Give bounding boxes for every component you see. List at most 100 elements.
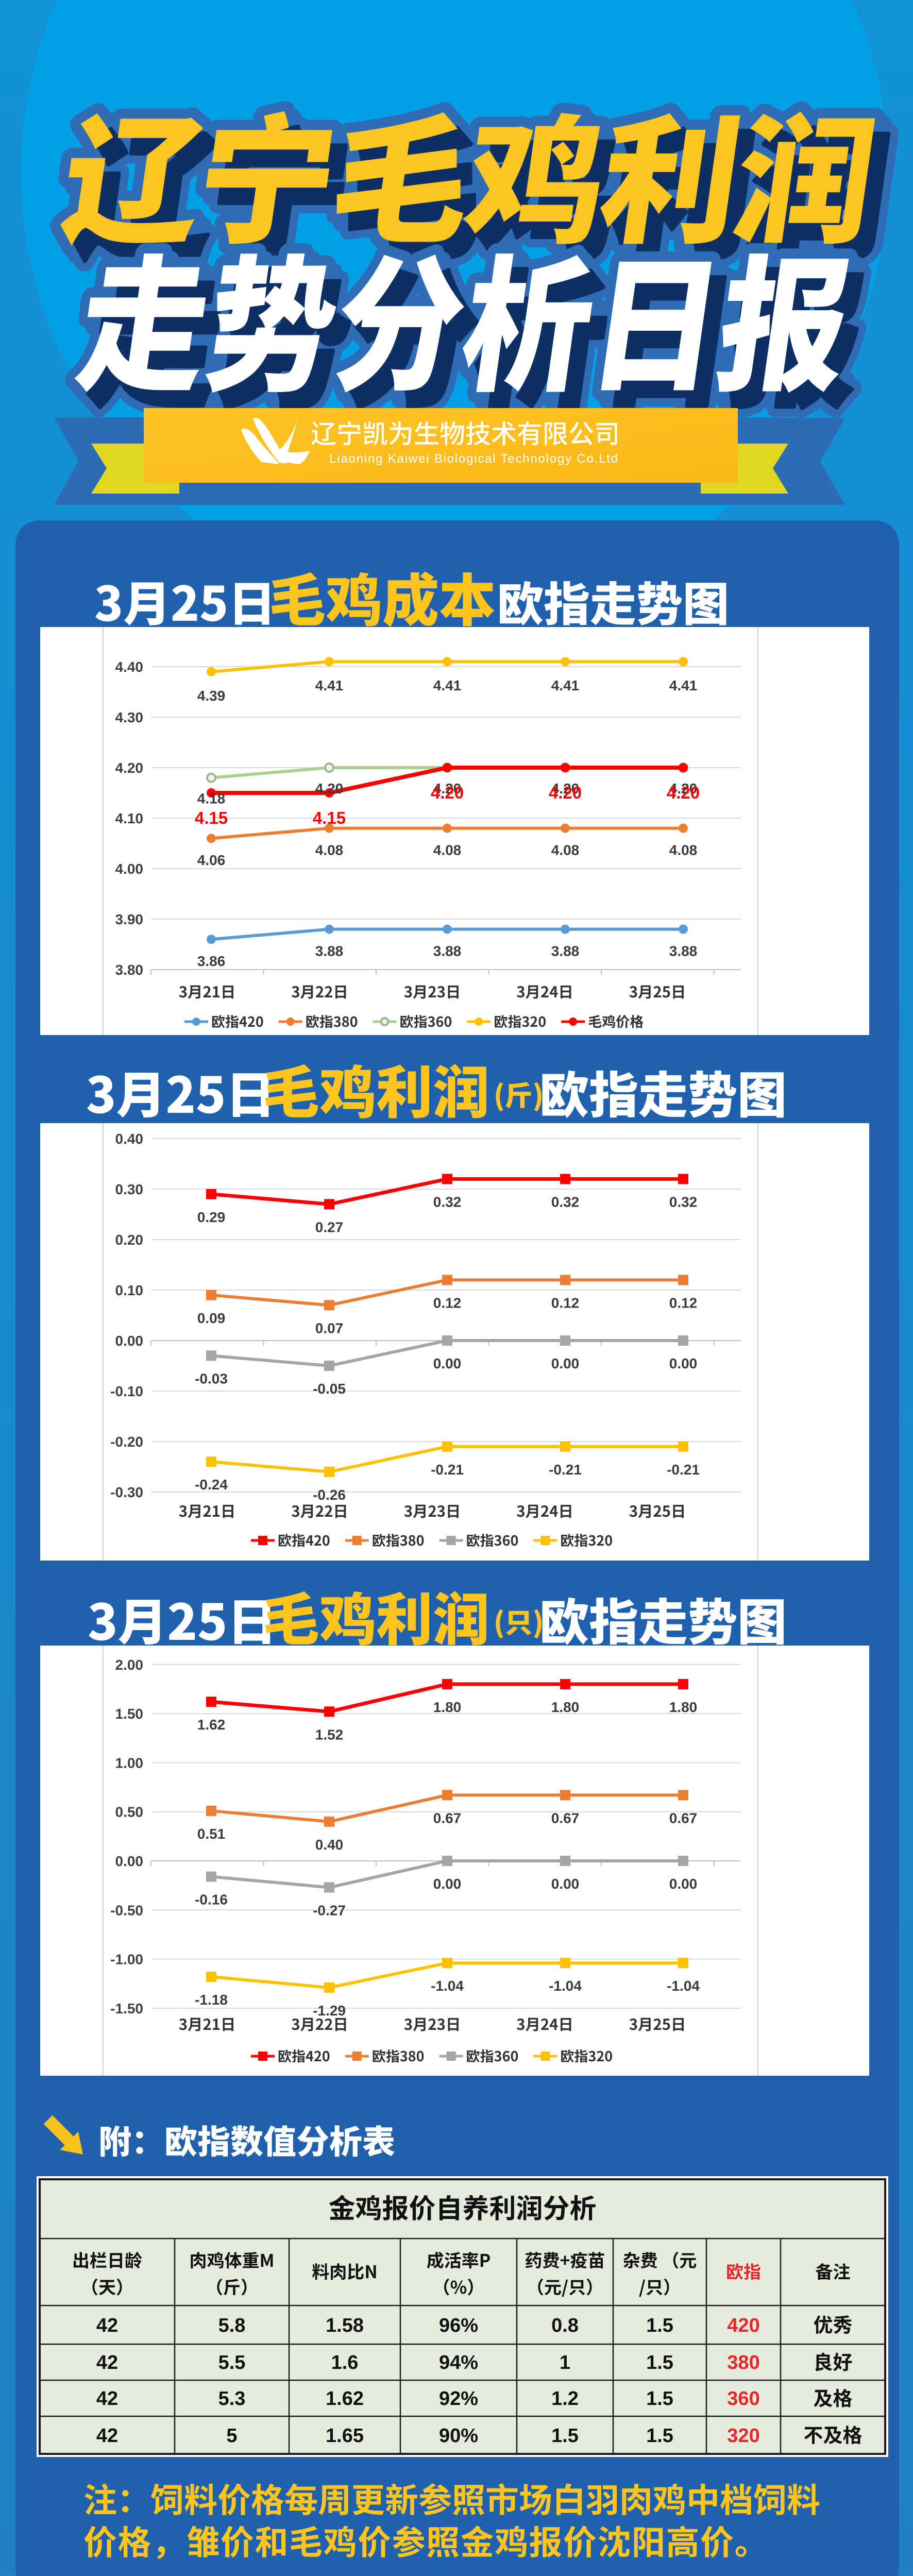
svg-text:3.88: 3.88 (315, 943, 344, 959)
svg-text:1.5: 1.5 (646, 2352, 673, 2374)
svg-text:1.50: 1.50 (115, 1706, 144, 1722)
svg-text:320: 320 (727, 2425, 759, 2447)
svg-text:0.00: 0.00 (433, 1876, 462, 1892)
svg-text:0.8: 0.8 (551, 2315, 579, 2336)
svg-text:-0.27: -0.27 (313, 1903, 346, 1919)
svg-text:1.62: 1.62 (197, 1717, 226, 1733)
svg-text:4.20: 4.20 (549, 783, 582, 802)
svg-text:-0.05: -0.05 (313, 1381, 346, 1397)
svg-text:4.30: 4.30 (115, 709, 144, 725)
svg-text:0.00: 0.00 (669, 1876, 698, 1892)
svg-text:2.00: 2.00 (115, 1657, 144, 1673)
svg-text:0.29: 0.29 (197, 1209, 226, 1225)
svg-text:90%: 90% (439, 2425, 478, 2447)
svg-text:5.3: 5.3 (218, 2388, 246, 2410)
svg-text:1.2: 1.2 (551, 2388, 579, 2410)
svg-text:-0.24: -0.24 (195, 1477, 228, 1493)
svg-text:0.00: 0.00 (669, 1355, 698, 1371)
svg-text:0.00: 0.00 (115, 1853, 144, 1869)
svg-text:-0.03: -0.03 (195, 1370, 228, 1386)
svg-text:-0.10: -0.10 (110, 1383, 143, 1399)
svg-text:-1.04: -1.04 (431, 1978, 464, 1994)
svg-text:1.80: 1.80 (669, 1699, 698, 1715)
svg-text:0.12: 0.12 (433, 1295, 462, 1311)
svg-text:1.6: 1.6 (331, 2352, 359, 2374)
svg-text:0.00: 0.00 (551, 1876, 580, 1892)
svg-text:-0.16: -0.16 (195, 1892, 228, 1908)
svg-text:4.20: 4.20 (667, 783, 700, 802)
svg-text:4.15: 4.15 (313, 808, 346, 827)
svg-text:4.18: 4.18 (197, 791, 226, 807)
svg-text:-0.21: -0.21 (431, 1462, 464, 1478)
svg-text:0.51: 0.51 (197, 1826, 226, 1842)
svg-text:-0.20: -0.20 (110, 1434, 143, 1450)
svg-text:-0.21: -0.21 (667, 1462, 700, 1478)
svg-text:1.80: 1.80 (551, 1699, 580, 1715)
svg-text:-0.50: -0.50 (110, 1902, 143, 1918)
svg-text:380: 380 (727, 2352, 759, 2374)
svg-text:1.5: 1.5 (646, 2425, 673, 2447)
svg-text:3.88: 3.88 (433, 943, 462, 959)
svg-text:-1.04: -1.04 (667, 1978, 700, 1994)
svg-text:4.08: 4.08 (551, 842, 580, 858)
svg-text:0.12: 0.12 (551, 1295, 580, 1311)
svg-text:-0.21: -0.21 (549, 1462, 582, 1478)
svg-text:0.12: 0.12 (669, 1295, 698, 1311)
svg-text:42: 42 (96, 2388, 118, 2410)
svg-text:1.65: 1.65 (326, 2425, 364, 2447)
svg-text:0.40: 0.40 (315, 1837, 344, 1853)
svg-text:1.00: 1.00 (115, 1755, 144, 1771)
svg-text:0.00: 0.00 (115, 1333, 144, 1349)
svg-text:0.00: 0.00 (433, 1355, 462, 1371)
svg-text:4.20: 4.20 (431, 783, 464, 802)
svg-text:0.32: 0.32 (433, 1194, 462, 1210)
svg-text:4.15: 4.15 (195, 808, 228, 827)
svg-text:4.40: 4.40 (115, 659, 144, 675)
svg-text:3.90: 3.90 (115, 911, 144, 927)
svg-text:4.20: 4.20 (115, 760, 144, 776)
svg-text:4.06: 4.06 (197, 852, 226, 868)
svg-text:3.80: 3.80 (115, 962, 144, 978)
svg-text:0.67: 0.67 (669, 1810, 698, 1826)
svg-text:94%: 94% (439, 2352, 478, 2374)
svg-text:3.88: 3.88 (551, 943, 580, 959)
svg-text:42: 42 (96, 2315, 118, 2336)
svg-text:4.20: 4.20 (669, 781, 698, 796)
svg-text:Liaoning Kaiwei Biological Tec: Liaoning Kaiwei Biological Technology Co… (329, 452, 619, 466)
svg-text:0.32: 0.32 (551, 1194, 580, 1210)
svg-text:1.52: 1.52 (315, 1726, 344, 1742)
svg-text:1.5: 1.5 (646, 2315, 673, 2336)
svg-text:4.20: 4.20 (315, 781, 344, 796)
svg-text:4.10: 4.10 (115, 810, 144, 826)
svg-text:42: 42 (96, 2425, 118, 2447)
svg-text:1.5: 1.5 (646, 2388, 673, 2410)
svg-text:0.10: 0.10 (115, 1282, 144, 1298)
svg-text:0.32: 0.32 (669, 1194, 698, 1210)
svg-text:4.41: 4.41 (315, 677, 344, 693)
svg-text:4.08: 4.08 (669, 842, 698, 858)
svg-text:1.80: 1.80 (433, 1699, 462, 1715)
svg-text:0.09: 0.09 (197, 1310, 226, 1326)
svg-text:4.08: 4.08 (315, 842, 344, 858)
svg-text:-1.04: -1.04 (549, 1978, 582, 1994)
svg-text:5.8: 5.8 (218, 2315, 246, 2336)
svg-text:0.50: 0.50 (115, 1804, 144, 1820)
svg-text:4.08: 4.08 (433, 842, 462, 858)
svg-text:1: 1 (560, 2352, 570, 2374)
svg-text:3.86: 3.86 (197, 953, 226, 969)
svg-text:420: 420 (727, 2315, 759, 2336)
svg-text:4.41: 4.41 (433, 677, 462, 693)
svg-text:0.00: 0.00 (551, 1355, 580, 1371)
svg-text:4.41: 4.41 (551, 677, 580, 693)
svg-text:0.07: 0.07 (315, 1320, 344, 1336)
svg-text:0.67: 0.67 (551, 1810, 580, 1826)
svg-text:-1.29: -1.29 (313, 2003, 346, 2019)
svg-text:-1.18: -1.18 (195, 1992, 228, 2008)
svg-text:4.00: 4.00 (115, 861, 144, 877)
svg-text:1.62: 1.62 (326, 2388, 364, 2410)
svg-text:-1.50: -1.50 (110, 2001, 143, 2016)
svg-text:0.27: 0.27 (315, 1219, 344, 1235)
svg-text:92%: 92% (439, 2388, 478, 2410)
svg-text:4.41: 4.41 (669, 677, 698, 693)
svg-text:4.39: 4.39 (197, 688, 226, 704)
